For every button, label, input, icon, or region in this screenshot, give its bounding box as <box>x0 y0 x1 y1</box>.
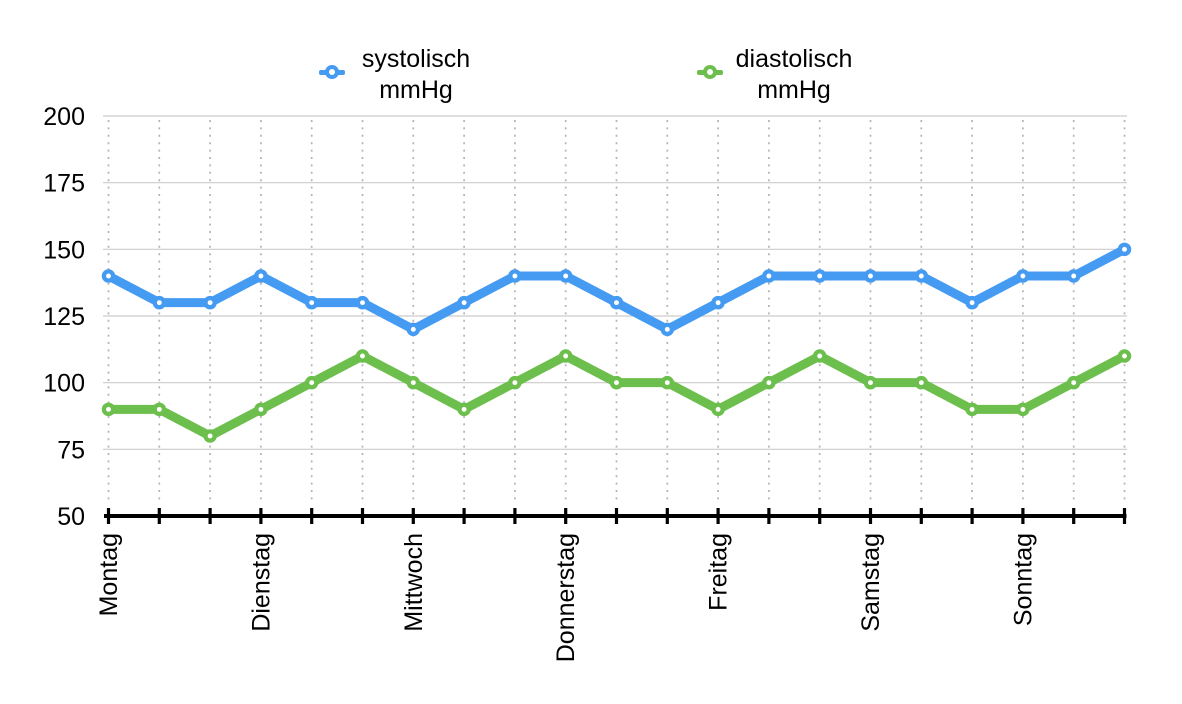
point-systolisch-21[interactable] <box>1117 242 1132 257</box>
point-systolisch-12[interactable] <box>660 322 675 337</box>
point-systolisch-4[interactable] <box>254 269 268 283</box>
x-tick-label: Freitag <box>705 533 733 611</box>
point-systolisch-16[interactable] <box>863 269 878 283</box>
y-tick-label: 150 <box>43 236 85 264</box>
point-diastolisch-4[interactable] <box>254 402 268 417</box>
point-systolisch-2[interactable] <box>152 295 167 310</box>
point-diastolisch-16[interactable] <box>863 375 878 390</box>
x-tick-label: Montag <box>95 533 123 616</box>
legend-item-diastolisch[interactable]: diastolisch mmHg <box>697 44 887 110</box>
point-diastolisch-6[interactable] <box>355 349 370 363</box>
point-diastolisch-10[interactable] <box>558 349 573 363</box>
legend-series-name: systolisch <box>361 45 471 73</box>
point-systolisch-19[interactable] <box>1016 269 1030 283</box>
point-systolisch-11[interactable] <box>609 295 624 310</box>
point-diastolisch-12[interactable] <box>660 375 675 390</box>
diastolisch-line-marker-icon <box>697 65 723 79</box>
point-systolisch-3[interactable] <box>203 295 217 310</box>
x-tick-label: Samstag <box>857 533 885 632</box>
point-systolisch-17[interactable] <box>914 269 929 283</box>
point-systolisch-13[interactable] <box>711 295 725 310</box>
point-systolisch-8[interactable] <box>457 295 471 310</box>
point-systolisch-7[interactable] <box>406 322 421 337</box>
point-systolisch-6[interactable] <box>355 295 370 310</box>
point-systolisch-14[interactable] <box>762 269 776 283</box>
point-systolisch-5[interactable] <box>304 295 319 310</box>
point-diastolisch-7[interactable] <box>406 375 421 390</box>
point-diastolisch-5[interactable] <box>304 375 319 390</box>
y-tick-label: 125 <box>43 303 85 331</box>
y-tick-label: 75 <box>57 436 85 464</box>
point-diastolisch-8[interactable] <box>457 402 471 417</box>
x-tick-label: Mittwoch <box>400 533 428 632</box>
legend-item-systolisch[interactable]: systolisch mmHg <box>319 44 509 110</box>
legend-series-unit: mmHg <box>757 76 831 104</box>
point-diastolisch-9[interactable] <box>508 375 522 390</box>
point-systolisch-1[interactable] <box>101 269 116 283</box>
legend-series-name: diastolisch <box>735 45 853 73</box>
x-tick-label: Sonntag <box>1009 533 1037 626</box>
point-diastolisch-17[interactable] <box>914 375 929 390</box>
point-diastolisch-18[interactable] <box>965 402 979 417</box>
y-tick-label: 100 <box>43 370 85 398</box>
point-systolisch-10[interactable] <box>558 269 573 283</box>
point-diastolisch-13[interactable] <box>711 402 725 417</box>
point-diastolisch-3[interactable] <box>203 429 217 443</box>
diastolisch-point-icon <box>703 65 717 79</box>
legend-series-unit: mmHg <box>379 76 453 104</box>
point-diastolisch-20[interactable] <box>1066 375 1081 390</box>
point-diastolisch-14[interactable] <box>762 375 776 390</box>
point-systolisch-15[interactable] <box>812 269 827 283</box>
point-diastolisch-15[interactable] <box>812 349 827 363</box>
point-diastolisch-1[interactable] <box>101 402 116 417</box>
y-tick-label: 50 <box>57 503 85 531</box>
point-systolisch-18[interactable] <box>965 295 979 310</box>
legend-label-diastolisch: diastolisch mmHg <box>709 44 879 106</box>
systolisch-point-icon <box>325 65 339 79</box>
point-diastolisch-19[interactable] <box>1016 402 1030 417</box>
x-tick-label: Dienstag <box>247 533 275 632</box>
y-tick-label: 200 <box>43 103 85 131</box>
point-diastolisch-21[interactable] <box>1117 349 1132 363</box>
point-diastolisch-11[interactable] <box>609 375 624 390</box>
x-tick-label: Donnerstag <box>552 533 580 662</box>
point-systolisch-9[interactable] <box>508 269 522 283</box>
y-tick-label: 175 <box>43 170 85 198</box>
legend-label-systolisch: systolisch mmHg <box>331 44 501 106</box>
point-systolisch-20[interactable] <box>1066 269 1081 283</box>
systolisch-line-marker-icon <box>319 65 345 79</box>
point-diastolisch-2[interactable] <box>152 402 167 417</box>
